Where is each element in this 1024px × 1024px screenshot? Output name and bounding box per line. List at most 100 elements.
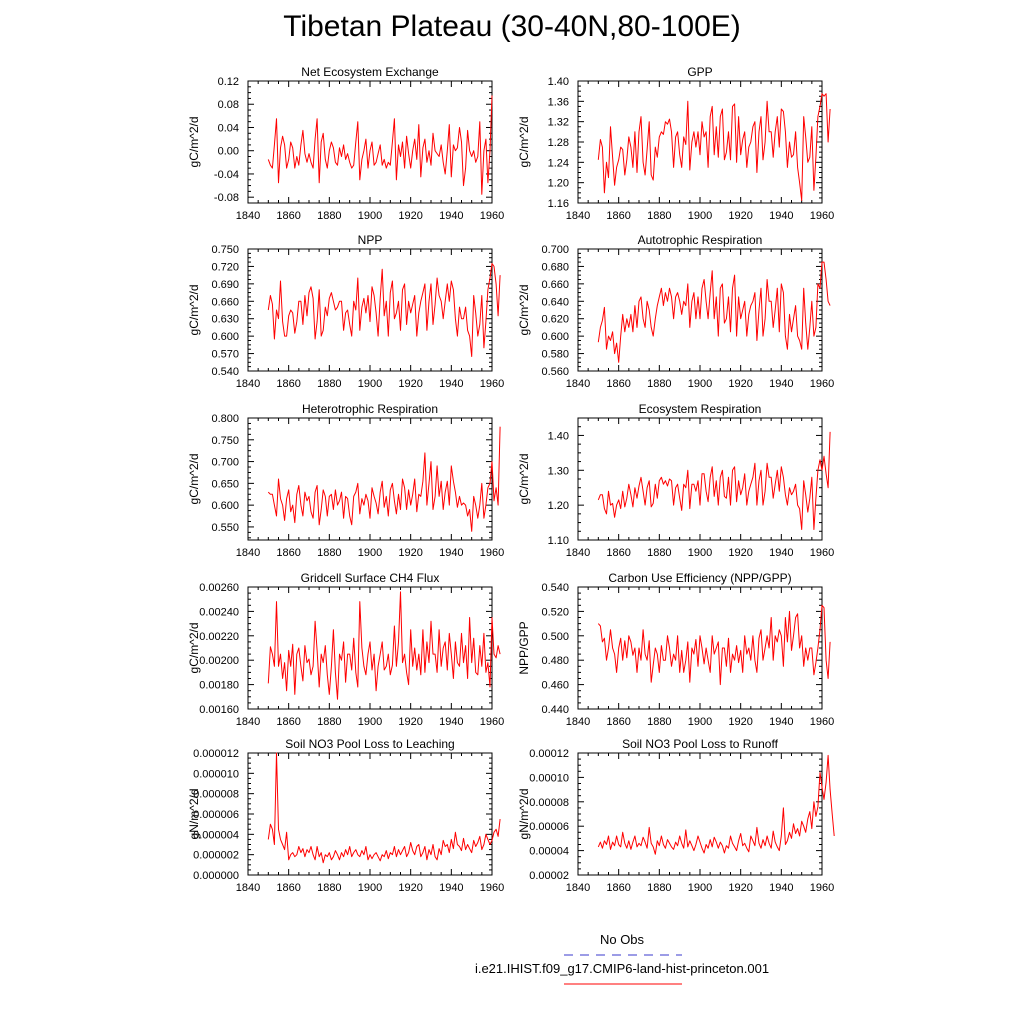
y-tick-label: 0.600	[211, 331, 239, 343]
y-tick-label: 0.630	[211, 314, 239, 326]
y-tick-label: 1.20	[548, 500, 569, 512]
y-tick-label: 0.690	[211, 279, 239, 291]
plot-frame	[577, 586, 823, 710]
y-tick-label: 1.16	[548, 198, 569, 210]
x-tick-label: 1900	[688, 210, 712, 222]
chart-panel-8: Soil NO3 Pool Loss to Leaching gN/m^2/d 18…	[187, 737, 504, 894]
x-tick-label: 1840	[566, 210, 590, 222]
y-tick-label: 0.460	[541, 680, 569, 692]
y-tick-label: 0.550	[211, 522, 239, 534]
x-tick-label: 1920	[728, 378, 752, 390]
chart-panel-2: NPP gC/m^2/d 1840 1860 1880 1900 1920 1940 1960 0…	[187, 233, 504, 390]
y-tick-label: 0.00008	[529, 797, 569, 809]
x-tick-label: 1840	[236, 378, 260, 390]
series-line-0	[267, 591, 501, 700]
plot-frame	[247, 752, 493, 876]
y-tick-label: 0.620	[541, 314, 569, 326]
y-tick-label: 0.480	[541, 655, 569, 667]
chart-title: NPP	[358, 233, 383, 247]
y-axis-label: gC/m^2/d	[517, 285, 531, 336]
x-tick-label: 1860	[606, 882, 630, 894]
chart-panel-3: Autotrophic Respiration gC/m^2/d 1840 1860 1…	[517, 233, 834, 390]
y-tick-label: 0.680	[541, 261, 569, 273]
y-axis-label: gC/m^2/d	[187, 454, 201, 505]
y-tick-label: 0.00010	[529, 772, 569, 784]
y-tick-label: 0.540	[541, 582, 569, 594]
y-tick-label: 0.700	[211, 457, 239, 469]
x-tick-label: 1880	[647, 378, 671, 390]
y-tick-label: 0.500	[541, 631, 569, 643]
y-axis-label: gN/m^2/d	[187, 789, 201, 840]
y-tick-label: 0.000012	[193, 748, 239, 760]
x-tick-label: 1840	[566, 882, 590, 894]
series-line-0	[267, 95, 493, 195]
x-tick-label: 1900	[358, 210, 382, 222]
plot-frame	[577, 417, 823, 541]
y-axis-label: gN/m^2/d	[517, 789, 531, 840]
x-tick-label: 1940	[439, 882, 463, 894]
plot-frame	[577, 752, 823, 876]
x-tick-label: 1880	[647, 716, 671, 728]
x-tick-label: 1900	[358, 378, 382, 390]
y-tick-label: 0.640	[541, 296, 569, 308]
chart-title: Ecosystem Respiration	[639, 402, 762, 416]
chart-title: Net Ecosystem Exchange	[301, 65, 439, 79]
plot-frame	[247, 248, 493, 372]
chart-title: Gridcell Surface CH4 Flux	[301, 571, 440, 585]
x-tick-label: 1900	[688, 378, 712, 390]
x-tick-label: 1920	[398, 210, 422, 222]
x-tick-label: 1920	[398, 547, 422, 559]
x-tick-label: 1840	[236, 882, 260, 894]
chart-title: GPP	[687, 65, 712, 79]
y-tick-label: 1.30	[548, 465, 569, 477]
x-tick-label: 1960	[810, 547, 834, 559]
series-line-0	[267, 752, 501, 864]
x-tick-label: 1900	[688, 716, 712, 728]
y-tick-label: 0.750	[211, 244, 239, 256]
x-tick-label: 1920	[728, 716, 752, 728]
y-tick-label: 0.000004	[193, 829, 239, 841]
y-tick-label: -0.04	[214, 169, 239, 181]
y-tick-label: 0.00200	[199, 655, 239, 667]
x-tick-label: 1860	[276, 547, 300, 559]
y-tick-label: 0.12	[218, 76, 239, 88]
chart-title: Autotrophic Respiration	[638, 233, 763, 247]
x-tick-label: 1860	[606, 378, 630, 390]
chart-title: Soil NO3 Pool Loss to Leaching	[285, 737, 454, 751]
x-tick-label: 1940	[769, 547, 793, 559]
series-line-0	[597, 261, 831, 363]
x-tick-label: 1840	[566, 378, 590, 390]
x-tick-label: 1960	[480, 378, 504, 390]
chart-panel-6: Gridcell Surface CH4 Flux gC/m^2/d 1840 186…	[187, 571, 504, 728]
y-tick-label: 0.540	[211, 366, 239, 378]
chart-title: Soil NO3 Pool Loss to Runoff	[622, 737, 779, 751]
chart-panel-0: Net Ecosystem Exchange gC/m^2/d 1840 1860 18…	[187, 65, 504, 222]
x-tick-label: 1860	[606, 716, 630, 728]
y-tick-label: 0.00002	[529, 870, 569, 882]
x-tick-label: 1860	[606, 210, 630, 222]
x-tick-label: 1860	[276, 378, 300, 390]
y-tick-label: 0.660	[211, 296, 239, 308]
y-tick-label: 0.660	[541, 279, 569, 291]
x-tick-label: 1900	[358, 716, 382, 728]
y-axis-label: gC/m^2/d	[187, 623, 201, 674]
chart-title: Heterotrophic Respiration	[302, 402, 438, 416]
x-tick-label: 1960	[810, 716, 834, 728]
x-tick-label: 1940	[439, 378, 463, 390]
plot-frame	[247, 417, 493, 541]
y-tick-label: 0.00260	[199, 582, 239, 594]
x-tick-label: 1840	[236, 547, 260, 559]
y-tick-label: 0.00	[218, 146, 239, 158]
y-tick-label: 0.520	[541, 606, 569, 618]
series-line-0	[597, 754, 835, 855]
y-tick-label: 0.000002	[193, 850, 239, 862]
x-tick-label: 1940	[769, 378, 793, 390]
y-tick-label: 1.20	[548, 178, 569, 190]
y-tick-label: 0.00220	[199, 631, 239, 643]
y-tick-label: 0.000008	[193, 789, 239, 801]
x-tick-label: 1960	[480, 882, 504, 894]
x-tick-label: 1880	[317, 210, 341, 222]
y-tick-label: 0.00240	[199, 606, 239, 618]
x-tick-label: 1860	[276, 210, 300, 222]
